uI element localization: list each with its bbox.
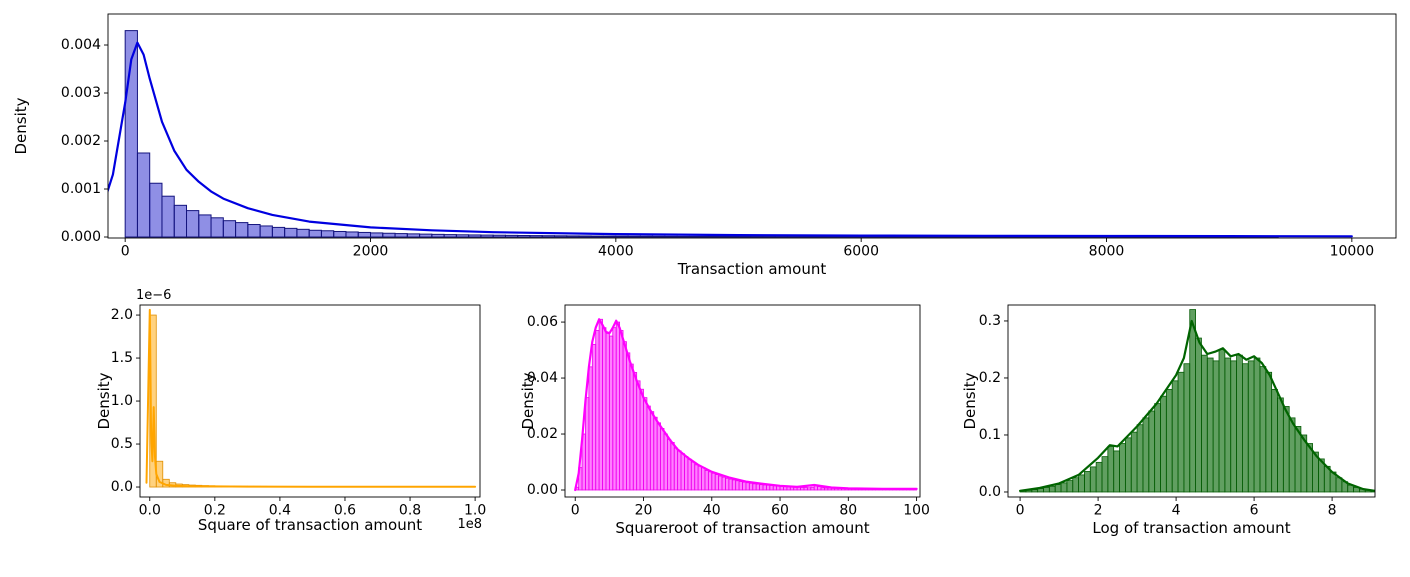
squareroot-of-transaction-amount-histogram-bars xyxy=(574,318,917,491)
square-of-transaction-amount-axes-spines xyxy=(139,304,481,498)
x-tick-label: 60 xyxy=(771,503,789,519)
y-tick-label: 0.001 xyxy=(61,181,101,197)
x-tick-label: 8000 xyxy=(1089,244,1125,260)
log-of-transaction-amount-histogram-bars xyxy=(1019,309,1375,493)
y-axis-label-density-top: Density xyxy=(12,97,30,155)
x-axis-offset-text-1e8: 1e8 xyxy=(457,517,482,532)
x-tick-label: 1.0 xyxy=(464,503,486,519)
x-tick-label: 0 xyxy=(571,503,580,519)
x-tick-label: 10000 xyxy=(1330,244,1375,260)
log-of-transaction-amount-axes-spines xyxy=(1007,304,1376,498)
x-tick-label: 4 xyxy=(1172,503,1181,519)
y-tick-label: 0.002 xyxy=(61,133,101,149)
x-tick-label: 2 xyxy=(1094,503,1103,519)
x-tick-label: 0 xyxy=(1016,503,1025,519)
y-tick-label: 0.06 xyxy=(527,314,558,330)
y-tick-label: 0.04 xyxy=(527,370,558,386)
y-tick-label: 0.00 xyxy=(527,482,558,498)
x-tick-label: 40 xyxy=(703,503,721,519)
x-tick-label: 0.2 xyxy=(204,503,226,519)
y-tick-label: 0.004 xyxy=(61,37,101,53)
y-tick-label: 2.0 xyxy=(111,307,133,323)
x-tick-label: 6 xyxy=(1250,503,1259,519)
x-axis-label-log: Log of transaction amount xyxy=(1092,519,1291,537)
transaction-amount-axes-spines xyxy=(107,13,1397,239)
y-axis-label-density-log: Density xyxy=(961,372,979,430)
x-tick-label: 20 xyxy=(635,503,653,519)
log-of-transaction-amount-kde-line xyxy=(1019,319,1375,492)
y-tick-label: 0.000 xyxy=(61,229,101,245)
y-tick-label: 0.003 xyxy=(61,85,101,101)
x-tick-label: 100 xyxy=(903,503,930,519)
y-tick-label: 0.2 xyxy=(979,370,1001,386)
squareroot-of-transaction-amount-axes-spines xyxy=(564,304,921,498)
square-of-transaction-amount-plot: 0.0 0.2 0.4 0.6 0.8 1.0 0.0 0.5 1.0 1.5 2.0 xyxy=(111,304,486,519)
squareroot-of-transaction-amount-plot: 0 20 40 60 80 100 0.00 0.02 0.04 0.06 xyxy=(527,304,930,519)
y-tick-label: 0.3 xyxy=(979,313,1001,329)
x-axis-label-square: Square of transaction amount xyxy=(197,516,423,534)
x-tick-label: 4000 xyxy=(598,244,634,260)
x-tick-label: 0.6 xyxy=(334,503,356,519)
y-axis-label-density-square: Density xyxy=(95,372,113,430)
log-of-transaction-amount-plot: 0 2 4 6 8 0.0 0.1 0.2 0.3 xyxy=(979,304,1376,519)
y-axis-offset-text-1e-6: 1e−6 xyxy=(136,288,172,303)
y-axis-label-density-squareroot: Density xyxy=(519,372,537,430)
y-tick-label: 0.02 xyxy=(527,426,558,442)
x-axis-label-squareroot: Squareroot of transaction amount xyxy=(615,519,870,537)
square-of-transaction-amount-kde-line xyxy=(145,308,477,488)
y-tick-label: 0.0 xyxy=(111,479,133,495)
x-tick-label: 6000 xyxy=(843,244,879,260)
x-tick-label: 0.0 xyxy=(139,503,161,519)
y-tick-label: 1.0 xyxy=(111,393,133,409)
y-tick-label: 0.0 xyxy=(979,484,1001,500)
x-tick-label: 8 xyxy=(1328,503,1337,519)
x-tick-label: 0.4 xyxy=(269,503,291,519)
y-tick-label: 0.5 xyxy=(111,436,133,452)
x-tick-label: 2000 xyxy=(353,244,389,260)
x-axis-label-transaction-amount: Transaction amount xyxy=(677,260,827,278)
squareroot-of-transaction-amount-kde-line xyxy=(574,318,918,492)
x-tick-label: 0 xyxy=(121,244,130,260)
x-tick-label: 80 xyxy=(839,503,857,519)
transaction-amount-histogram-bars xyxy=(124,30,1279,238)
x-tick-label: 0.8 xyxy=(399,503,421,519)
transaction-amount-kde-line xyxy=(108,41,1353,238)
square-of-transaction-amount-histogram-bars xyxy=(149,314,476,488)
y-tick-label: 0.1 xyxy=(979,427,1001,443)
transaction-amount-plot: 0 2000 4000 6000 8000 10000 0.000 0.001 0.002 0.0… xyxy=(61,13,1397,260)
y-tick-label: 1.5 xyxy=(111,350,133,366)
